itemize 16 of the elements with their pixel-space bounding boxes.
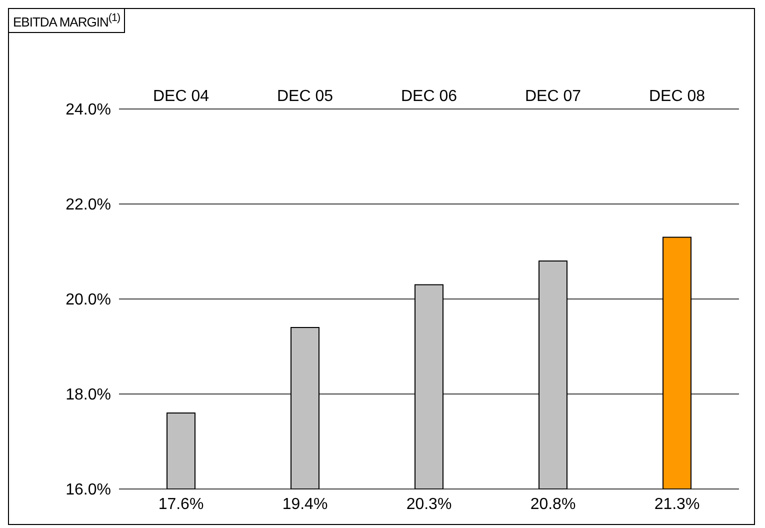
chart-title: EBITDA MARGIN$^{(1)}$ (9, 9, 126, 34)
data-label: 20.8% (530, 496, 576, 513)
x-tick-label: DEC 06 (400, 88, 458, 105)
x-tick-label: DEC 05 (276, 88, 334, 105)
y-tick-label: 24.0% (66, 102, 111, 119)
x-tick-label: DEC 04 (152, 88, 210, 105)
data-label: 21.3% (654, 496, 700, 513)
x-tick-label: DEC 08 (648, 88, 706, 105)
x-tick-label: DEC 07 (524, 88, 582, 105)
y-tick-label: 20.0% (66, 292, 111, 309)
data-label: 20.3% (406, 496, 452, 513)
y-tick-label: 18.0% (66, 386, 111, 404)
data-label: 17.6% (158, 496, 204, 513)
y-tick-label: 22.0% (66, 196, 111, 214)
data-label: 19.4% (282, 496, 328, 513)
y-tick-label: 16.0% (66, 482, 111, 499)
